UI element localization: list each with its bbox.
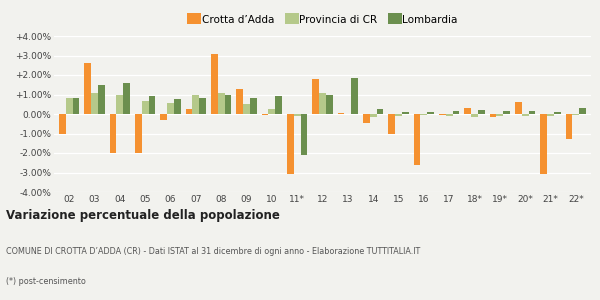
Bar (388, 114, 395, 134)
Bar (236, 89, 243, 114)
Bar (142, 101, 149, 114)
Bar (377, 109, 383, 114)
Bar (471, 114, 478, 117)
Bar (572, 114, 579, 115)
Bar (402, 112, 409, 114)
Bar (395, 114, 402, 116)
Bar (579, 108, 586, 114)
Bar (116, 94, 123, 114)
Bar (135, 114, 142, 153)
Bar (224, 94, 232, 114)
Bar (351, 78, 358, 114)
Bar (218, 92, 224, 114)
Bar (478, 110, 485, 114)
Bar (250, 98, 257, 114)
Bar (275, 96, 282, 114)
Bar (262, 114, 268, 115)
Bar (370, 114, 377, 117)
Bar (338, 113, 344, 114)
Bar (446, 114, 452, 116)
Bar (301, 114, 307, 155)
Bar (439, 114, 446, 115)
Bar (363, 114, 370, 123)
Bar (243, 104, 250, 114)
Bar (160, 114, 167, 120)
Bar (185, 109, 193, 114)
Bar (59, 114, 66, 134)
Bar (547, 114, 554, 116)
Bar (98, 85, 105, 114)
Bar (199, 98, 206, 114)
Bar (515, 102, 522, 114)
Bar (421, 114, 427, 115)
Text: (*) post-censimento: (*) post-censimento (6, 278, 86, 286)
Bar (427, 112, 434, 114)
Bar (413, 114, 421, 165)
Bar (91, 92, 98, 114)
Bar (566, 114, 572, 139)
Bar (503, 111, 510, 114)
Bar (110, 114, 116, 153)
Bar (84, 63, 91, 114)
Bar (66, 98, 73, 114)
Bar (490, 114, 496, 117)
Bar (312, 79, 319, 114)
Bar (287, 114, 294, 174)
Bar (452, 111, 460, 114)
Bar (464, 108, 471, 114)
Bar (554, 112, 561, 114)
Bar (149, 96, 155, 114)
Bar (326, 94, 333, 114)
Bar (319, 92, 326, 114)
Bar (496, 114, 503, 116)
Bar (174, 99, 181, 114)
Text: Variazione percentuale della popolazione: Variazione percentuale della popolazione (6, 208, 280, 221)
Legend: Crotta d’Adda, Provincia di CR, Lombardia: Crotta d’Adda, Provincia di CR, Lombardi… (187, 14, 458, 25)
Bar (211, 53, 218, 114)
Bar (73, 98, 79, 114)
Bar (167, 103, 174, 114)
Bar (540, 114, 547, 174)
Bar (522, 114, 529, 116)
Bar (294, 114, 301, 116)
Text: COMUNE DI CROTTA D’ADDA (CR) - Dati ISTAT al 31 dicembre di ogni anno - Elaboraz: COMUNE DI CROTTA D’ADDA (CR) - Dati ISTA… (6, 248, 420, 256)
Bar (193, 94, 199, 114)
Bar (529, 111, 535, 114)
Bar (268, 109, 275, 114)
Bar (123, 83, 130, 114)
